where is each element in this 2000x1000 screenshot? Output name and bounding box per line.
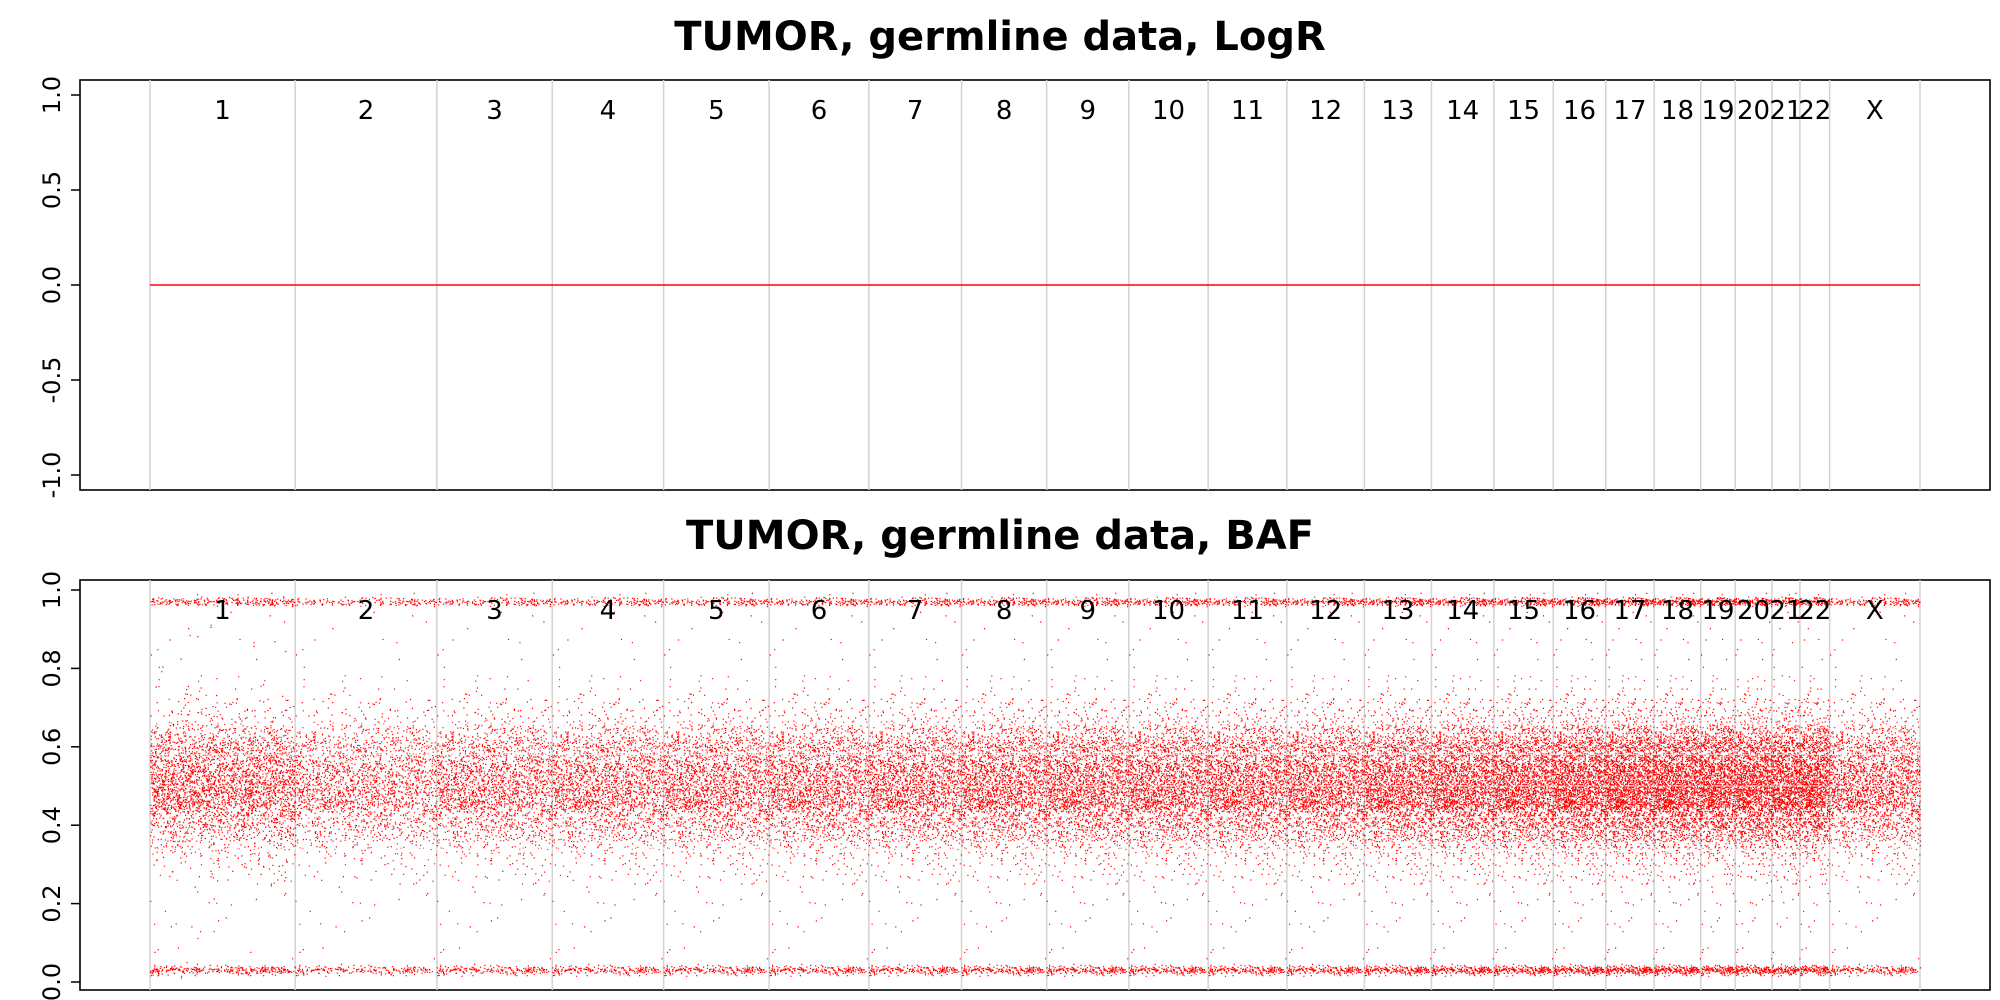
baf-chromosome-label: 1 (214, 596, 231, 626)
baf-y-tick-label: 0.4 (38, 806, 66, 844)
logr-chromosome-label: 6 (811, 96, 828, 126)
logr-y-tick-label: 0.0 (38, 266, 66, 304)
baf-chromosome-label: 16 (1563, 596, 1596, 626)
baf-chromosome-label: 21 (1769, 596, 1802, 626)
logr-y-tick-label: -1.0 (38, 452, 66, 499)
logr-chromosome-label: 22 (1798, 96, 1831, 126)
baf-data (150, 592, 1922, 979)
logr-chromosome-label: 12 (1309, 96, 1342, 126)
baf-chromosome-label: 2 (358, 596, 375, 626)
logr-chromosome-label: 4 (600, 96, 617, 126)
baf-chromosome-label: 4 (600, 596, 617, 626)
baf-chromosome-label: 17 (1613, 596, 1646, 626)
baf-plot-frame (79, 579, 1991, 991)
baf-y-tick-label: 0.6 (38, 728, 66, 766)
baf-y-tick-label: 0.0 (38, 963, 66, 1000)
logr-chromosome-label: 15 (1507, 96, 1540, 126)
baf-y-tick-label: 0.8 (38, 649, 66, 687)
logr-chromosome-label: 5 (708, 96, 725, 126)
logr-chromosome-label: X (1866, 96, 1884, 126)
logr-chromosome-label: 19 (1701, 96, 1734, 126)
baf-chromosome-label: 18 (1661, 596, 1694, 626)
logr-chromosome-label: 17 (1613, 96, 1646, 126)
baf-chromosome-label: X (1866, 596, 1884, 626)
baf-chromosome-label: 5 (708, 596, 725, 626)
baf-chromosome-label: 7 (907, 596, 924, 626)
baf-chart-title: TUMOR, germline data, BAF (686, 513, 1314, 559)
baf-y-tick-label: 1.0 (38, 571, 66, 609)
baf-chromosome-label: 12 (1309, 596, 1342, 626)
logr-chromosome-label: 14 (1446, 96, 1479, 126)
baf-chromosome-label: 8 (996, 596, 1013, 626)
logr-chart-title: TUMOR, germline data, LogR (674, 14, 1326, 60)
logr-chromosome-label: 20 (1737, 96, 1770, 126)
logr-y-tick-label: 0.5 (38, 171, 66, 209)
logr-chromosome-label: 7 (907, 96, 924, 126)
baf-chromosome-label: 22 (1798, 596, 1831, 626)
baf-chromosome-label: 14 (1446, 596, 1479, 626)
baf-chromosome-label: 3 (486, 596, 503, 626)
logr-chromosome-label: 11 (1231, 96, 1264, 126)
logr-y-axis: -1.0 -0.5 0.0 0.5 1.0 (38, 76, 80, 499)
logr-chromosome-label: 3 (486, 96, 503, 126)
baf-chromosome-label: 13 (1381, 596, 1414, 626)
baf-chromosome-label: 19 (1701, 596, 1734, 626)
logr-chromosome-label: 9 (1079, 96, 1096, 126)
baf-chromosome-label: 10 (1152, 596, 1185, 626)
logr-chromosome-label: 10 (1152, 96, 1185, 126)
logr-chromosome-label: 13 (1381, 96, 1414, 126)
baf-chromosome-label: 9 (1079, 596, 1096, 626)
logr-chromosome-label: 1 (214, 96, 231, 126)
baf-y-axis: 0.0 0.2 0.4 0.6 0.8 1.0 (38, 571, 80, 1000)
logr-chromosome-label: 8 (996, 96, 1013, 126)
baf-chromosome-label: 20 (1737, 596, 1770, 626)
baf-scatter-points (150, 592, 1922, 979)
baf-chromosome-label: 6 (811, 596, 828, 626)
logr-chromosome-label: 2 (358, 96, 375, 126)
logr-y-tick-label: 1.0 (38, 76, 66, 114)
baf-chromosome-label: 15 (1507, 596, 1540, 626)
baf-y-tick-label: 0.2 (38, 885, 66, 923)
logr-chromosome-label: 21 (1769, 96, 1802, 126)
baf-chromosome-label: 11 (1231, 596, 1264, 626)
logr-chromosome-label: 18 (1661, 96, 1694, 126)
logr-chromosome-label: 16 (1563, 96, 1596, 126)
logr-y-tick-label: -0.5 (38, 357, 66, 404)
